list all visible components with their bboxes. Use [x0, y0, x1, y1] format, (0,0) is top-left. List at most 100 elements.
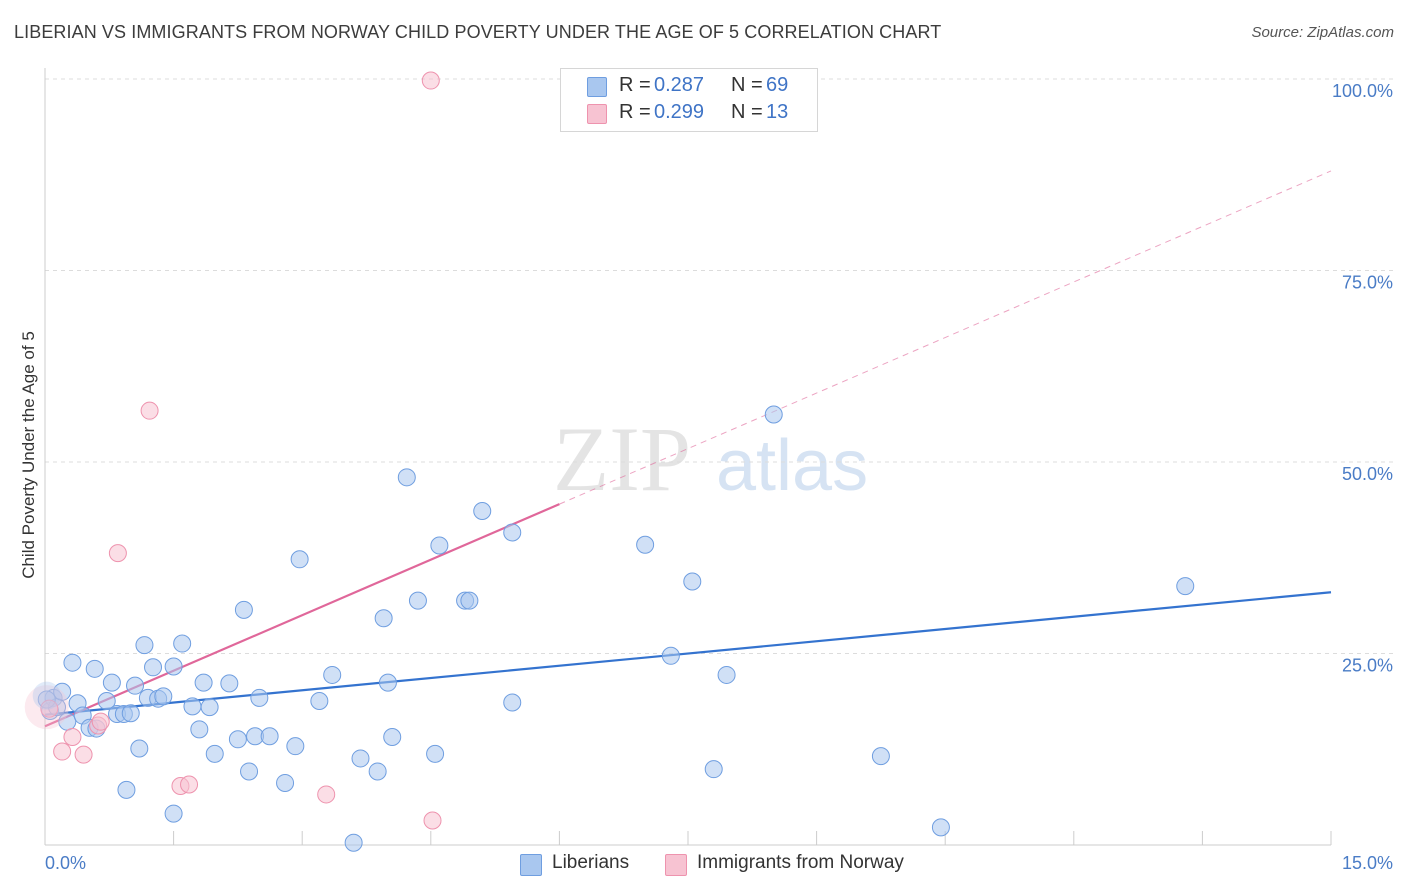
- watermark: ZIP atlas: [553, 408, 868, 510]
- point-liberians: [102, 673, 121, 692]
- point-liberians: [164, 657, 183, 676]
- watermark-zip: ZIP: [553, 408, 691, 510]
- legend-label-liberians: Liberians: [552, 852, 630, 873]
- point-norway: [91, 712, 110, 731]
- point-liberians: [344, 833, 363, 852]
- point-liberians: [200, 698, 219, 717]
- point-liberians: [173, 634, 192, 653]
- point-liberians: [183, 697, 202, 716]
- point-liberians: [220, 674, 239, 693]
- y-tick-label: 75.0%: [1342, 273, 1393, 293]
- point-liberians: [130, 739, 149, 758]
- legend-row-norway: R = 0.299 N = 13: [561, 100, 817, 126]
- point-liberians: [351, 749, 370, 768]
- point-liberians: [135, 636, 154, 655]
- point-liberians: [764, 405, 783, 424]
- correlation-legend: R = 0.287 N = 69 R = 0.299 N = 13: [560, 68, 818, 132]
- point-liberians: [323, 665, 342, 684]
- trend-line-norway-projection: [559, 170, 1332, 505]
- point-liberians: [683, 572, 702, 591]
- legend-n-label: N =: [731, 74, 763, 96]
- x-tick-label: 15.0%: [1342, 853, 1393, 873]
- y-tick-label: 100.0%: [1332, 81, 1393, 101]
- point-liberians: [63, 653, 82, 672]
- point-liberians: [374, 609, 393, 628]
- point-liberians: [871, 747, 890, 766]
- point-liberians: [1176, 577, 1195, 596]
- point-liberians: [408, 591, 427, 610]
- y-axis-title: Child Poverty Under the Age of 5: [19, 331, 38, 579]
- legend-swatch-liberians: [520, 854, 542, 876]
- y-tick-label: 25.0%: [1342, 656, 1393, 676]
- point-norway: [317, 785, 336, 804]
- point-norway: [63, 727, 82, 746]
- legend-r-label: R =: [619, 74, 651, 96]
- point-norway: [74, 745, 93, 764]
- point-liberians: [397, 468, 416, 487]
- legend-n-value: 69: [766, 74, 789, 96]
- legend-r-label: R =: [619, 101, 651, 123]
- gridlines: [45, 78, 1393, 654]
- tick-labels: 25.0% 50.0% 75.0% 100.0% 0.0% 15.0%: [45, 81, 1393, 873]
- point-liberians: [117, 780, 136, 799]
- point-cluster-liberians: [32, 681, 61, 710]
- point-liberians: [240, 762, 259, 781]
- point-liberians: [704, 760, 723, 779]
- point-liberians: [503, 523, 522, 542]
- point-liberians: [931, 818, 950, 837]
- legend-swatch-norway: [665, 854, 687, 876]
- series-legend: Liberians Immigrants from Norway: [0, 852, 1406, 878]
- x-tick-label: 0.0%: [45, 853, 86, 873]
- legend-row-liberians: R = 0.287 N = 69: [561, 73, 817, 99]
- point-cluster-norway: [24, 685, 69, 730]
- point-norway: [180, 775, 199, 794]
- point-liberians: [97, 691, 116, 710]
- point-liberians: [154, 687, 173, 706]
- data-points: [24, 71, 1195, 852]
- point-norway: [53, 742, 72, 761]
- point-norway: [40, 699, 59, 718]
- legend-r-value: 0.287: [654, 74, 705, 96]
- point-liberians: [368, 762, 387, 781]
- point-liberians: [260, 727, 279, 746]
- point-liberians: [310, 691, 329, 710]
- point-liberians: [286, 737, 305, 756]
- y-tick-label: 50.0%: [1342, 464, 1393, 484]
- point-liberians: [383, 727, 402, 746]
- point-liberians: [430, 536, 449, 555]
- point-liberians: [636, 535, 655, 554]
- point-liberians: [378, 673, 397, 692]
- trend-line-norway: [44, 503, 560, 728]
- point-liberians: [228, 730, 247, 749]
- point-liberians: [290, 550, 309, 569]
- point-liberians: [460, 591, 479, 610]
- legend-swatch-norway: [587, 104, 607, 124]
- point-norway: [421, 71, 440, 90]
- point-liberians: [194, 673, 213, 692]
- legend-r-value: 0.299: [654, 101, 705, 123]
- point-norway: [108, 544, 127, 563]
- point-liberians: [53, 682, 72, 701]
- point-liberians: [426, 744, 445, 763]
- point-liberians: [661, 646, 680, 665]
- point-liberians: [205, 744, 224, 763]
- point-liberians: [144, 658, 163, 677]
- point-liberians: [126, 676, 145, 695]
- legend-label-norway: Immigrants from Norway: [697, 852, 904, 873]
- legend-swatch-liberians: [587, 77, 607, 97]
- point-liberians: [503, 693, 522, 712]
- chart-title: LIBERIAN VS IMMIGRANTS FROM NORWAY CHILD…: [14, 22, 942, 42]
- point-liberians: [473, 502, 492, 521]
- legend-n-value: 13: [766, 101, 789, 123]
- legend-n-label: N =: [731, 101, 763, 123]
- point-liberians: [190, 720, 209, 739]
- point-norway: [140, 401, 159, 420]
- watermark-atlas: atlas: [716, 426, 868, 506]
- point-liberians: [164, 804, 183, 823]
- point-liberians: [250, 688, 269, 707]
- point-liberians: [276, 773, 295, 792]
- source-credit: Source: ZipAtlas.com: [1251, 24, 1394, 41]
- point-norway: [423, 811, 442, 830]
- point-liberians: [85, 659, 104, 678]
